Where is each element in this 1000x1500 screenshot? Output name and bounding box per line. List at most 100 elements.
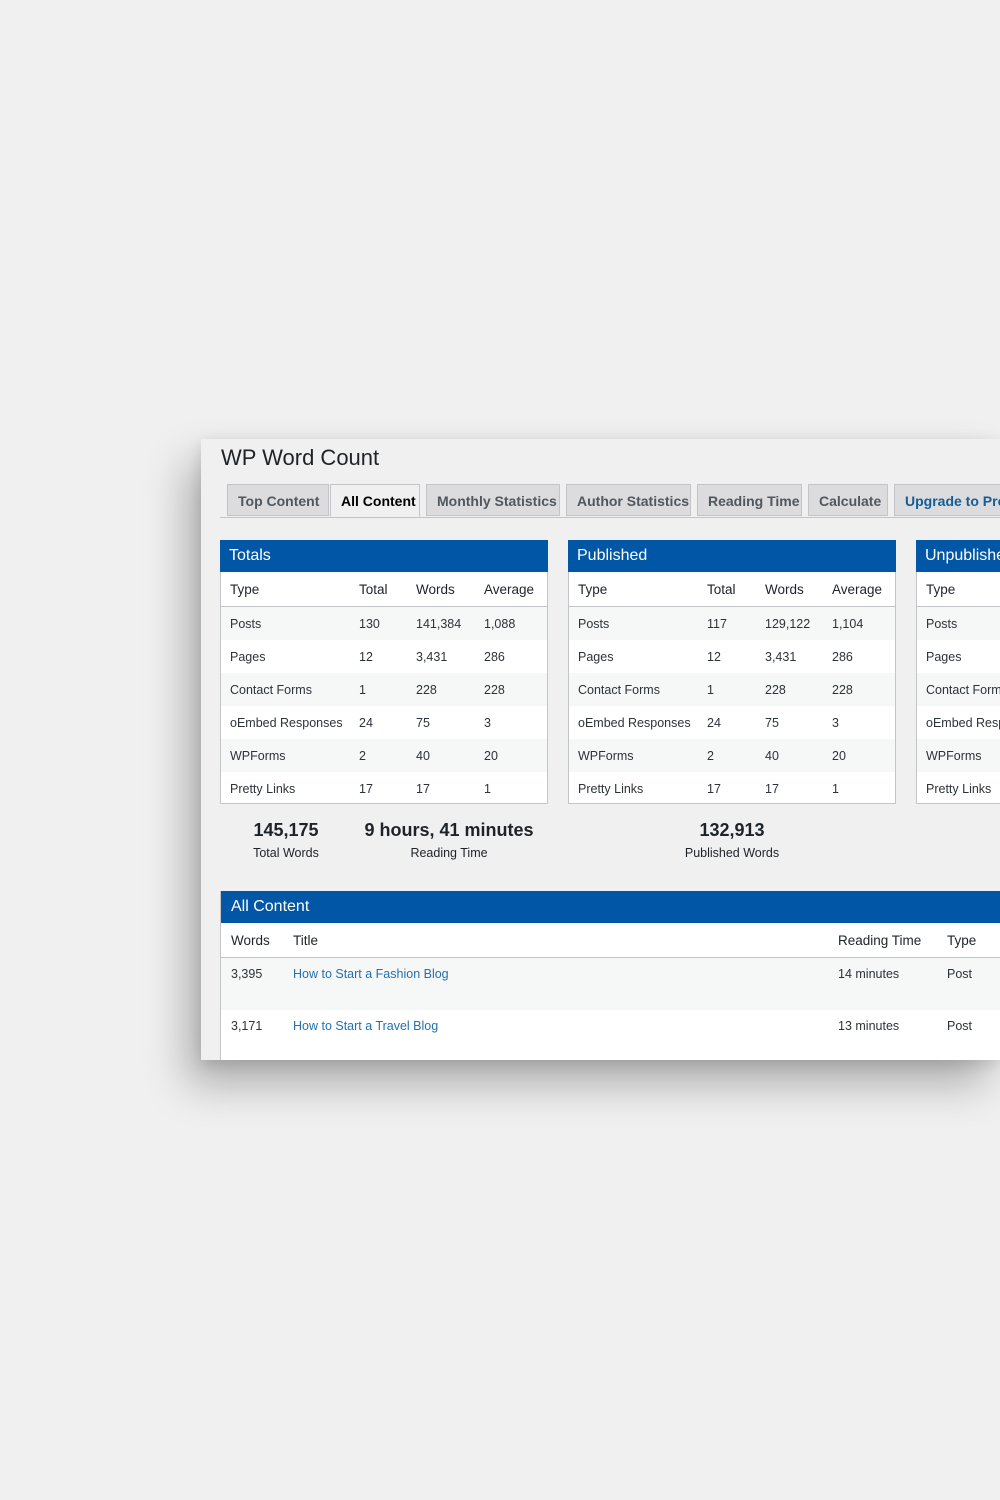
tab-all-content[interactable]: All Content	[330, 484, 420, 517]
all-content-panel: All Content Words Title Reading Time Typ…	[220, 891, 1000, 1060]
published-panel: Published Type Total Words Average Posts…	[568, 540, 896, 804]
reading-time-value: 9 hours, 41 minutes	[364, 820, 534, 840]
total-words-summary: 145,175 Total Words	[236, 817, 336, 860]
row-reading-time: 14 minutes	[828, 957, 937, 1010]
row-words: 75	[416, 715, 430, 730]
row-reading-time: 13 minutes	[838, 1018, 900, 1033]
row-average: 20	[475, 739, 547, 772]
table-row: Contact Forms	[917, 673, 1000, 706]
table-row: Posts 130 141,384 1,088	[221, 606, 547, 640]
table-row: Posts 117 129,122 1,104	[569, 606, 895, 640]
column-header-type[interactable]: Type	[937, 923, 1000, 958]
row-type: oEmbed Responses	[926, 715, 1000, 730]
table-row: Pages 12 3,431 286	[569, 640, 895, 673]
row-words: 3,395	[221, 957, 283, 1010]
tab-calculate[interactable]: Calculate	[808, 484, 888, 516]
totals-title: Totals	[220, 540, 548, 572]
table-row: 3,171 How to Start a Travel Blog 13 minu…	[221, 1010, 1000, 1061]
row-words: 17	[765, 781, 779, 796]
row-total: 24	[707, 715, 721, 730]
total-words-label: Total Words	[253, 846, 319, 860]
row-average: 1	[484, 781, 491, 796]
plugin-window: WP Word Count Top Content All Content Mo…	[201, 439, 1000, 1060]
row-type: Contact Forms	[917, 673, 1000, 706]
row-words: 40	[407, 739, 475, 772]
table-row: oEmbed Responses 24 75 3	[221, 706, 547, 739]
tab-monthly-statistics[interactable]: Monthly Statistics	[426, 484, 560, 516]
row-words: 141,384	[407, 606, 475, 640]
row-type: Contact Forms	[221, 673, 350, 706]
column-header-title[interactable]: Title	[283, 923, 828, 958]
tab-author-statistics[interactable]: Author Statistics	[566, 484, 691, 516]
row-type: WPForms	[221, 739, 350, 772]
table-row: Pretty Links	[917, 772, 1000, 805]
row-average: 1	[832, 781, 839, 796]
table-row: WPForms 2 40 20	[221, 739, 547, 772]
row-total: 12	[707, 649, 721, 664]
row-title-cell: How to Start a Fashion Blog	[283, 957, 828, 1010]
row-type: Pretty Links	[230, 781, 296, 796]
row-words: 3,431	[765, 649, 797, 664]
row-words: 75	[765, 715, 779, 730]
row-type: Post	[947, 1018, 973, 1033]
column-header-average: Average	[823, 572, 895, 607]
row-total: 24	[359, 715, 373, 730]
table-row: Contact Forms 1 228 228	[221, 673, 547, 706]
post-title-link[interactable]: How to Start a Travel Blog	[293, 1018, 439, 1033]
total-words-value: 145,175	[253, 820, 319, 840]
column-header-words: Words	[407, 572, 475, 607]
row-words: 40	[756, 739, 823, 772]
row-average: 20	[823, 739, 895, 772]
row-type: WPForms	[917, 739, 1000, 772]
unpublished-table: Type Posts Pages Contact Forms oEmbed Re…	[917, 572, 1000, 805]
column-header-type: Type	[569, 572, 698, 607]
column-header-average: Average	[475, 572, 547, 607]
column-header-total: Total	[698, 572, 756, 607]
published-table: Type Total Words Average Posts 117 129,1…	[569, 572, 895, 805]
row-average: 228	[475, 673, 547, 706]
row-average: 1,104	[823, 606, 895, 640]
row-type: Posts	[917, 606, 1000, 640]
row-average: 286	[484, 649, 505, 664]
reading-time-label: Reading Time	[410, 846, 488, 860]
table-row: Pretty Links 17 17 1	[221, 772, 547, 805]
row-title-cell: How to Start a Travel Blog	[283, 1010, 828, 1061]
unpublished-panel: Unpublished Type Posts Pages Contact For…	[916, 540, 1000, 804]
published-words-summary: 132,913 Published Words	[662, 817, 802, 860]
row-type: Pages	[578, 649, 614, 664]
row-total: 17	[359, 781, 373, 796]
row-total: 12	[359, 649, 373, 664]
row-total: 1	[698, 673, 756, 706]
row-type: WPForms	[569, 739, 698, 772]
totals-table: Type Total Words Average Posts 130 141,3…	[221, 572, 547, 805]
row-total: 2	[698, 739, 756, 772]
row-total: 2	[350, 739, 407, 772]
column-header-words: Words	[756, 572, 823, 607]
table-row: Contact Forms 1 228 228	[569, 673, 895, 706]
tab-bar: Top Content All Content Monthly Statisti…	[220, 484, 1000, 518]
page-title: WP Word Count	[221, 445, 380, 470]
row-total: 117	[698, 606, 756, 640]
post-title-link[interactable]: How to Start a Fashion Blog	[293, 967, 449, 981]
totals-panel: Totals Type Total Words Average Posts 13…	[220, 540, 548, 804]
table-row: Pages	[917, 640, 1000, 673]
tab-upgrade-to-pro[interactable]: Upgrade to Pro	[894, 484, 1000, 516]
tab-top-content[interactable]: Top Content	[227, 484, 329, 516]
row-words: 129,122	[756, 606, 823, 640]
table-row: oEmbed Responses 24 75 3	[569, 706, 895, 739]
table-row: 3,395 How to Start a Fashion Blog 14 min…	[221, 957, 1000, 1010]
row-type: Post	[937, 957, 1000, 1010]
row-total: 17	[707, 781, 721, 796]
row-average: 1,088	[475, 606, 547, 640]
column-header-type: Type	[917, 572, 1000, 607]
all-content-table: Words Title Reading Time Type 3,395 How …	[221, 923, 1000, 1060]
table-row: Pages 12 3,431 286	[221, 640, 547, 673]
row-type: Contact Forms	[569, 673, 698, 706]
tab-reading-time[interactable]: Reading Time	[697, 484, 802, 516]
column-header-reading-time[interactable]: Reading Time	[828, 923, 937, 958]
table-row: WPForms 2 40 20	[569, 739, 895, 772]
column-header-words[interactable]: Words	[221, 923, 283, 958]
row-average: 228	[823, 673, 895, 706]
column-header-type: Type	[221, 572, 350, 607]
table-row: WPForms	[917, 739, 1000, 772]
